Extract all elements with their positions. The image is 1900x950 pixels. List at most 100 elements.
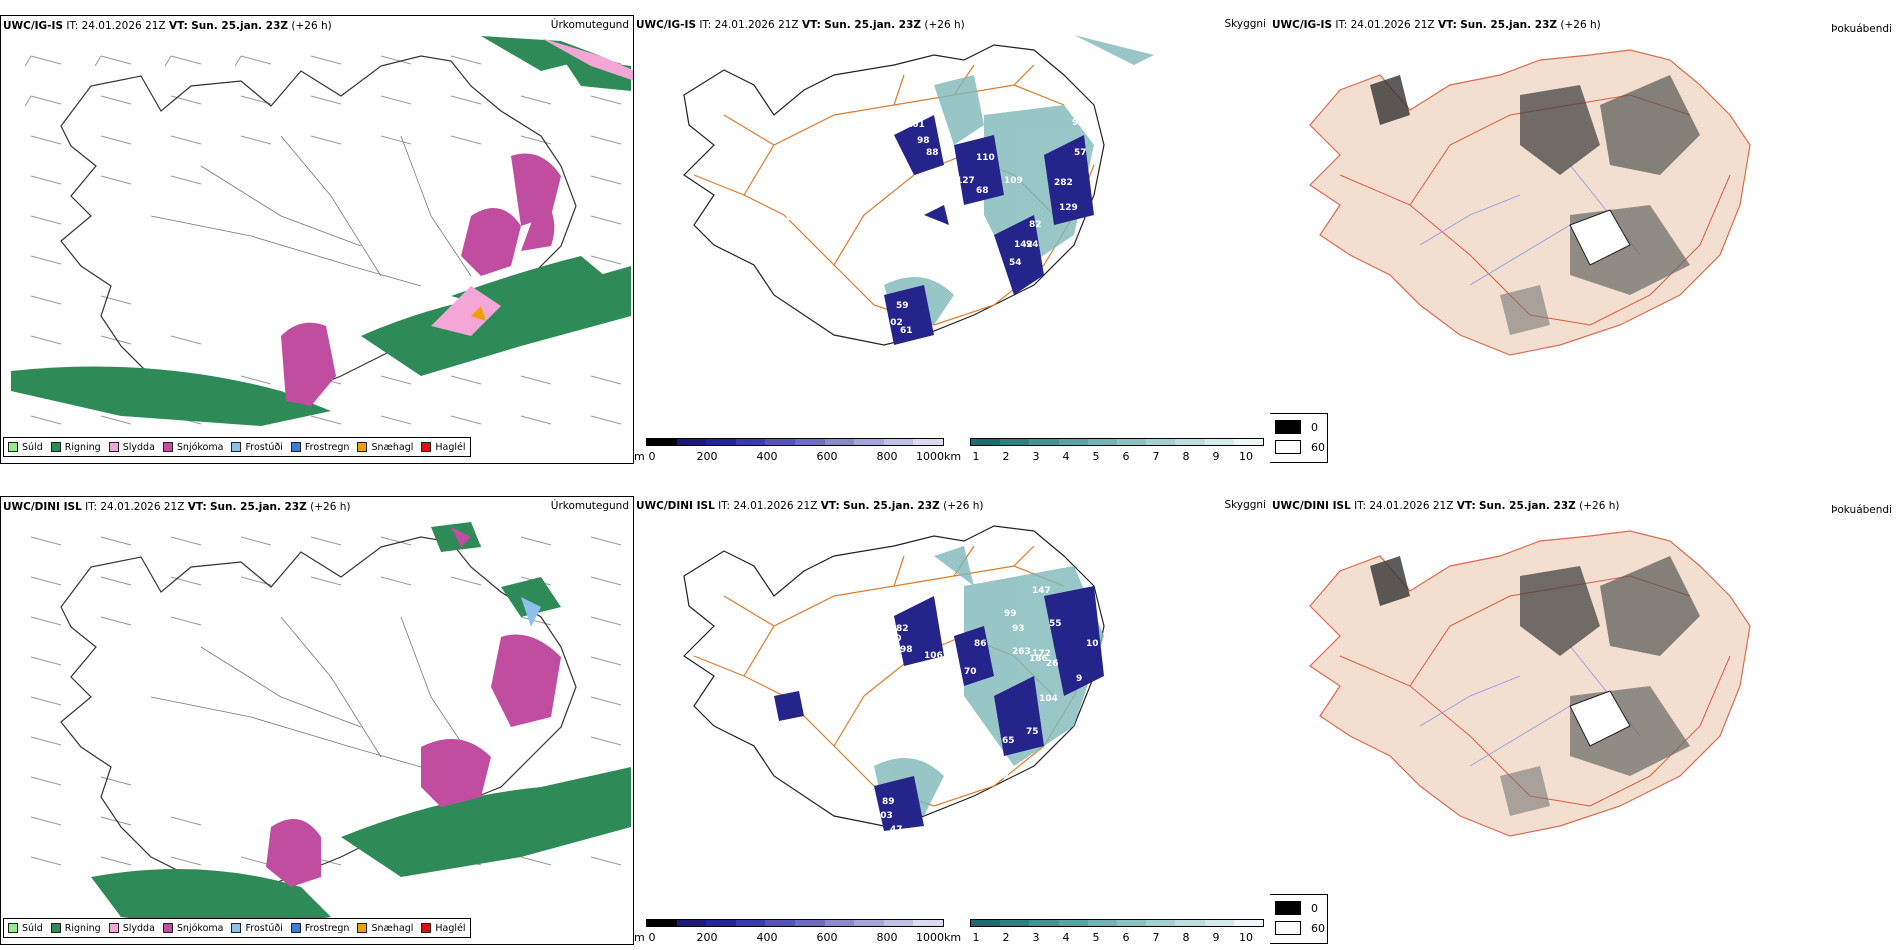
height-tick: 0 (648, 450, 656, 463)
vis-tick: 6 (1122, 450, 1130, 463)
cloud-base-label: 57 (1074, 148, 1087, 158)
cloud-base-label: 93 (1012, 624, 1025, 634)
height-tick: 800 (876, 450, 898, 463)
cloud-base-label: 65 (1002, 736, 1015, 746)
visibility-colorbar-bar (970, 919, 1264, 927)
cloud-base-label: 142 (1014, 240, 1033, 250)
height-tick: 200 (696, 931, 718, 944)
fog-map-row1 (1309, 49, 1751, 356)
snow-areas (266, 527, 561, 887)
precip-legend: Súld Rigning Slydda Snjókoma Frostúði Fr… (3, 437, 471, 457)
legend-item-hail: Haglél (421, 442, 466, 453)
cloud-base-label: 59 (896, 301, 909, 311)
vis-tick: 8 (1182, 931, 1190, 944)
fog-key: 0 60 (1270, 894, 1328, 944)
height-colorbar: m 0 200 400 600 800 1000 (634, 919, 944, 945)
cloud-base-label: 263 (1012, 647, 1031, 657)
legend-item-sleet: Slydda (108, 923, 155, 934)
cloud-base-areas (774, 586, 1104, 831)
cloud-base-label: 98 (1072, 118, 1085, 128)
cloud-base-label: 86 (974, 639, 987, 649)
vis-tick: 1 (972, 931, 980, 944)
cloud-base-label: 103 (977, 754, 996, 764)
cloud-base-areas (884, 115, 1094, 345)
fog-key-max: 60 (1275, 440, 1325, 454)
vis-tick: 7 (1152, 931, 1160, 944)
cloud-base-label: 103 (874, 811, 893, 821)
panel-title: UWC/IG-IS IT: 24.01.2026 21Z VT: Sun. 25… (636, 19, 965, 31)
cloud-base-label: 70 (964, 667, 977, 677)
cloud-base-label: 106 (924, 651, 943, 661)
cloud-base-label: 94 (1026, 240, 1039, 250)
height-colorbar-bar (646, 438, 944, 446)
vis-tick: 10 (1239, 931, 1253, 944)
cloud-base-label: 10 (794, 203, 807, 213)
vis-tick: 10 (1239, 450, 1253, 463)
height-tick: 1000 (916, 450, 944, 463)
visibility-unit: km (944, 450, 962, 463)
height-unit: m (634, 931, 645, 944)
panel-title: UWC/IG-IS IT: 24.01.2026 21Z VT: Sun. 25… (3, 20, 332, 32)
cloud-base-label: 147 (1032, 586, 1051, 596)
cloud-base-label: 88 (926, 148, 939, 158)
rain-areas (91, 522, 631, 932)
height-tick: 600 (816, 450, 838, 463)
cloud-base-label: 74 (804, 704, 817, 714)
fog-index-label: Þokuábendi (1831, 504, 1892, 516)
height-tick: 0 (648, 931, 656, 944)
height-colorbar: m 0 200 400 600 800 1000 (634, 438, 944, 464)
visibility-label: Skyggni (1224, 499, 1267, 511)
cloud-base-label: 10 (1086, 639, 1099, 649)
cloud-base-label: 68 (976, 186, 989, 196)
vis-tick: 5 (1092, 931, 1100, 944)
panel-title: UWC/DINI ISL IT: 24.01.2026 21Z VT: Sun.… (3, 501, 351, 513)
cloud-base-label: 89 (882, 797, 895, 807)
cloud-base-label: 104 (934, 168, 953, 178)
cloud-base-label: 121 (969, 243, 988, 253)
panel-title: UWC/DINI ISL IT: 24.01.2026 21Z VT: Sun.… (636, 500, 984, 512)
cloud-base-label: 70 (996, 771, 1009, 781)
height-unit: m (634, 450, 645, 463)
legend-item-drizzle: Súld (8, 442, 43, 453)
legend-item-freezing-drizzle: Frostúði (231, 923, 283, 934)
fog-areas (1370, 75, 1700, 335)
cloud-base-label: 282 (1054, 178, 1073, 188)
fog-index-panel-row1: UWC/IG-IS IT: 24.01.2026 21Z VT: Sun. 25… (1270, 15, 1900, 464)
visibility-colorbar: km 1 2 3 4 5 6 7 8 9 10 (944, 438, 1264, 464)
precip-map-row2 (30, 522, 631, 932)
cloud-base-label: 116 (784, 213, 803, 223)
cloud-base-label: 95 (952, 205, 965, 215)
cloud-base-label: 102 (884, 318, 903, 328)
legend-item-snow: Snjókoma (162, 442, 223, 453)
cloud-base-label: 129 (1059, 203, 1078, 213)
wind-barbs (30, 536, 622, 866)
height-tick: 400 (756, 450, 778, 463)
precip-type-panel-row2: UWC/DINI ISL IT: 24.01.2026 21Z VT: Sun.… (0, 496, 634, 945)
cloud-base-label: 101 (906, 120, 925, 130)
cloud-base-label: 9 (1076, 674, 1082, 684)
visibility-panel-row1: 101 98 88 104 127 110 95 68 109 121 142 82 94 54 282 12… (634, 15, 1270, 464)
cloud-base-label: 98 (900, 645, 913, 655)
cloud-base-label: 172 (1032, 649, 1051, 659)
vis-tick: 9 (1212, 450, 1220, 463)
cloud-base-label: 75 (1026, 727, 1039, 737)
vis-tick: 3 (1032, 450, 1040, 463)
vis-tick: 9 (1212, 931, 1220, 944)
height-tick: 200 (696, 450, 718, 463)
cloud-base-label: 61 (900, 326, 913, 336)
cloud-base-label: 82 (1029, 220, 1042, 230)
sleet-areas (431, 38, 633, 336)
cloud-base-label: 26 (1046, 659, 1059, 669)
snow-areas (281, 153, 561, 406)
legend-item-drizzle: Súld (8, 923, 43, 934)
cloud-base-label: 98 (917, 136, 930, 146)
visibility-label: Skyggni (1224, 18, 1267, 30)
legend-item-rain: Rigning (50, 442, 101, 453)
fog-key-min: 0 (1275, 901, 1318, 915)
vis-tick: 8 (1182, 450, 1190, 463)
legend-item-rain: Rigning (50, 923, 101, 934)
cloud-base-label: 47 (890, 825, 903, 835)
panel-title: UWC/DINI ISL IT: 24.01.2026 21Z VT: Sun.… (1272, 500, 1620, 512)
